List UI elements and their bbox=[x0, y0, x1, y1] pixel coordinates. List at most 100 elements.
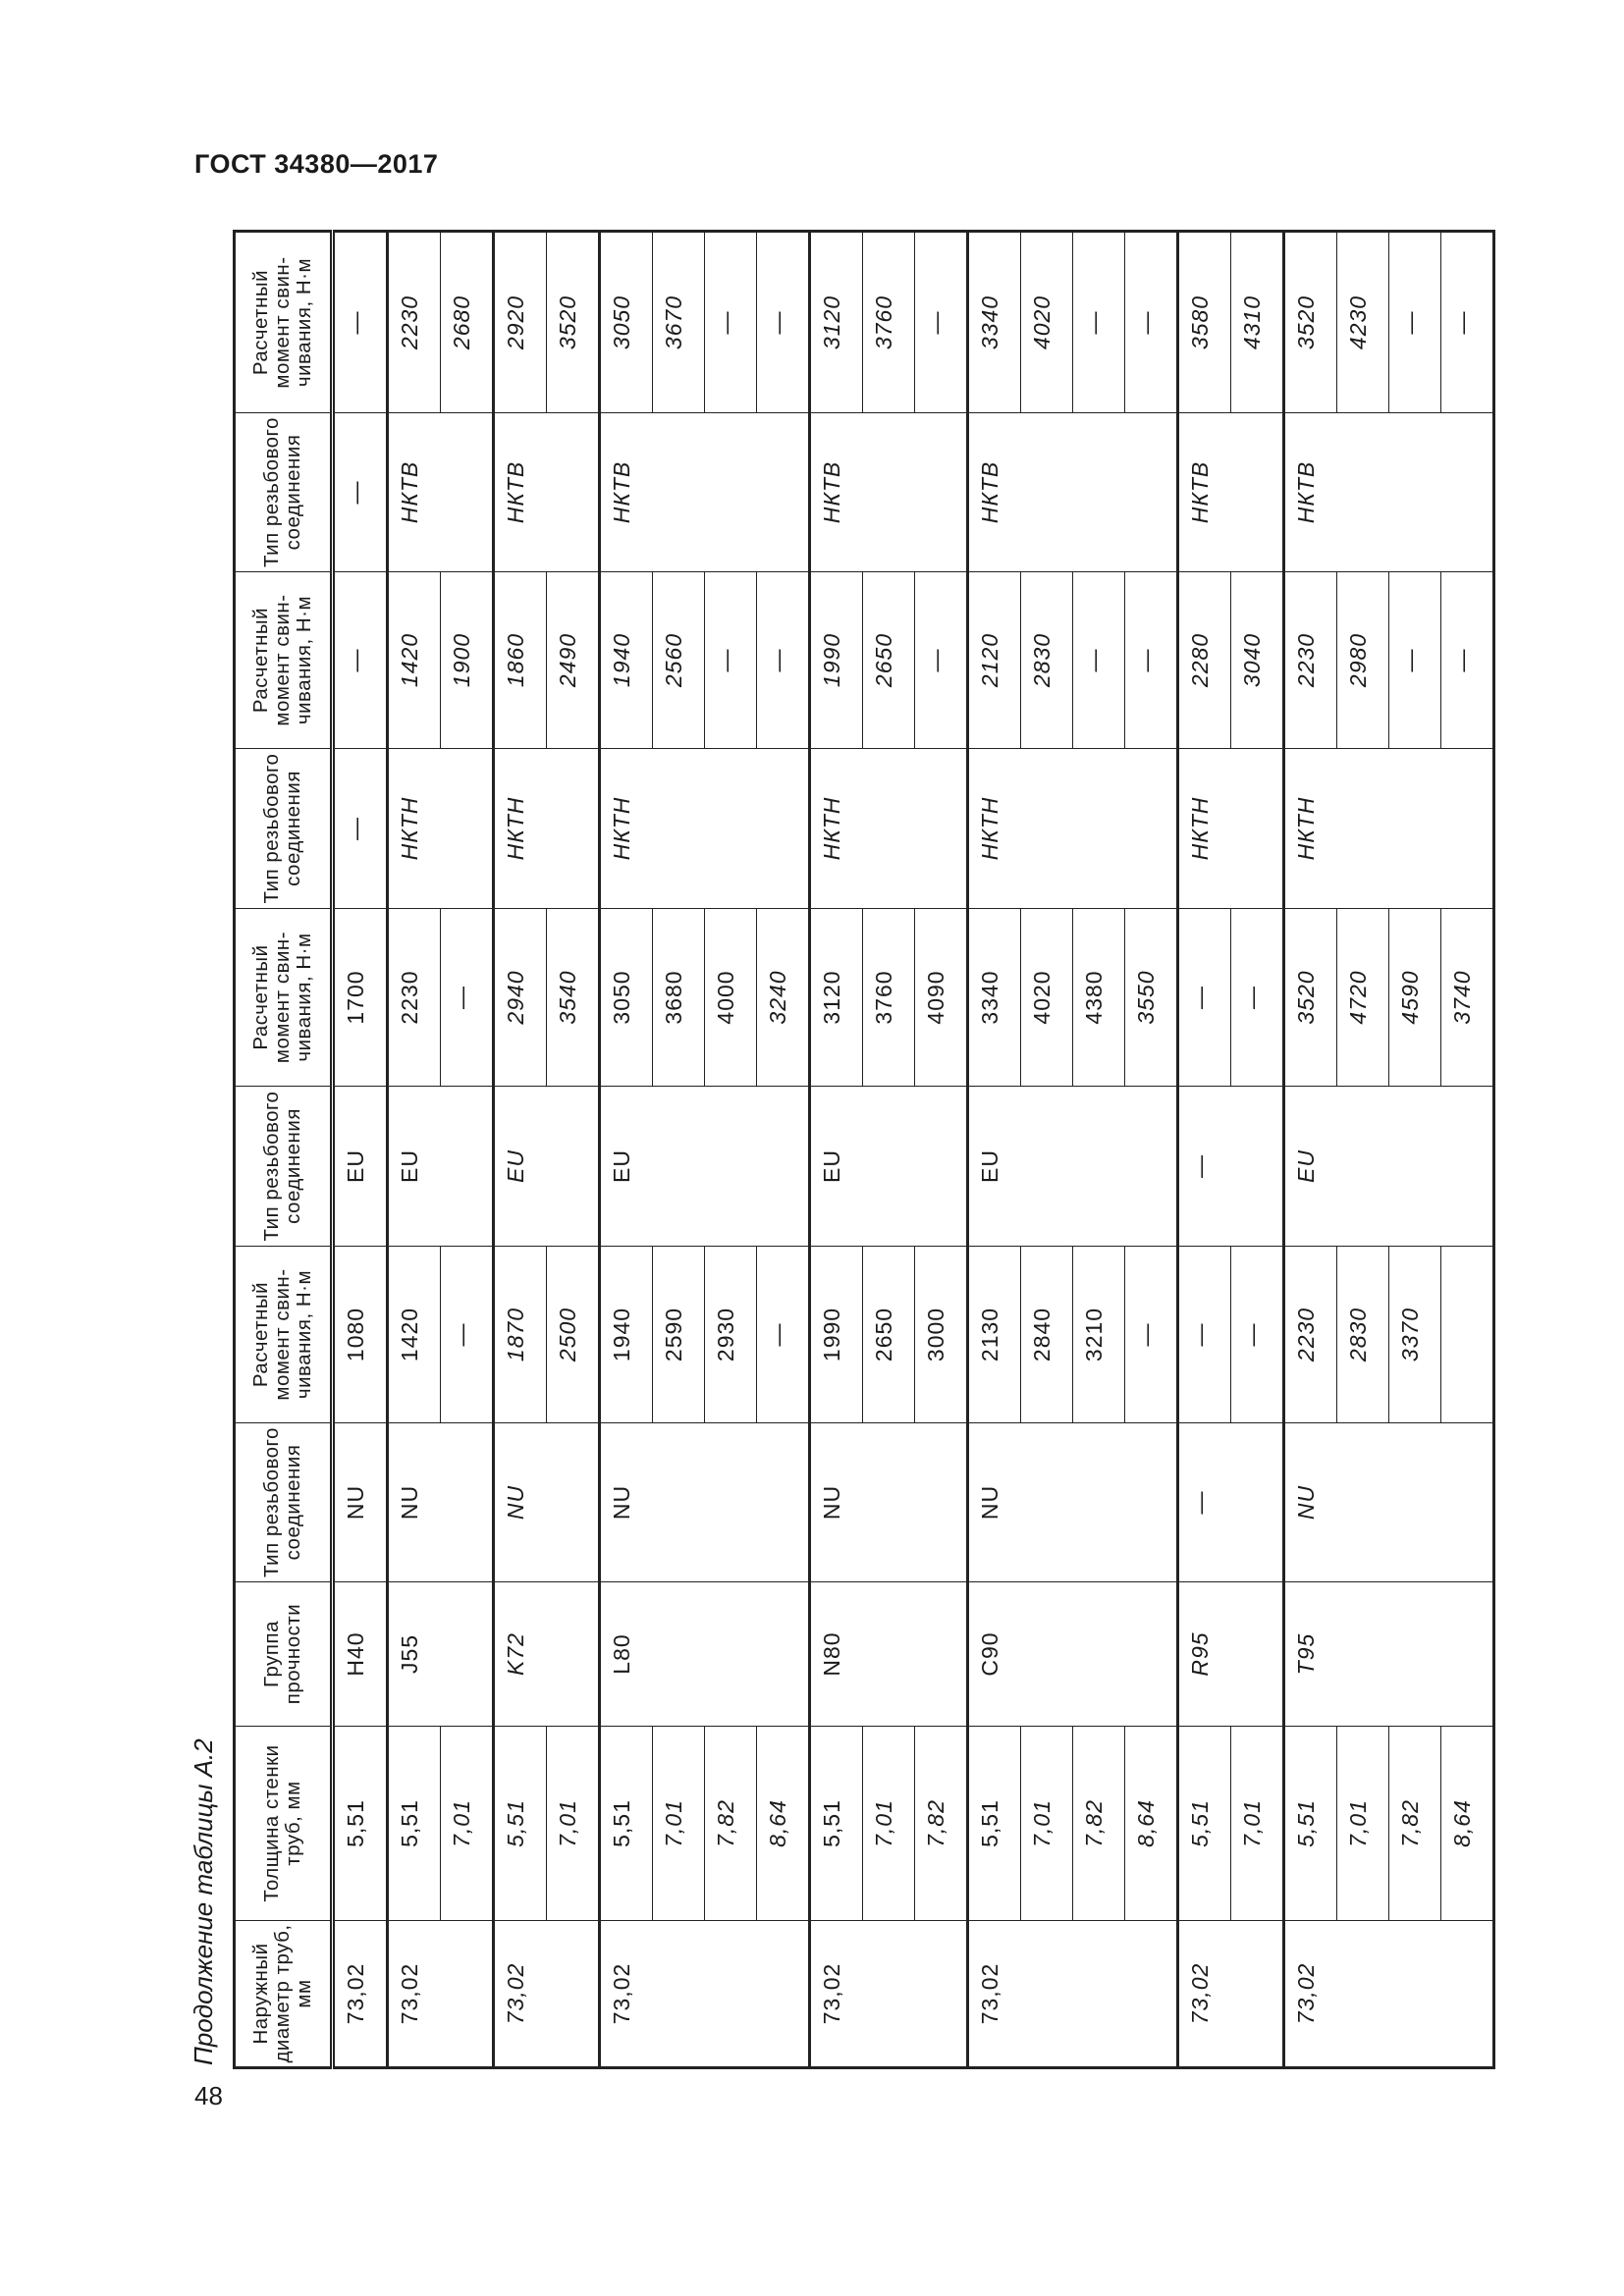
eu-type-cell: EU bbox=[599, 1086, 810, 1247]
eu-torque-cell: 3120 bbox=[809, 908, 863, 1087]
nktn-torque-cell: 2560 bbox=[652, 571, 705, 749]
eu-torque-cell: — bbox=[440, 908, 494, 1087]
nu-type-cell: NU bbox=[493, 1422, 600, 1582]
table-row: 73,02 5,51 N80 NU 1990 EU 3120 НКТН 1990 НКТВ 3120 bbox=[809, 231, 968, 2068]
nktn-torque-cell: — bbox=[1440, 571, 1494, 749]
outer-diameter-cell: 73,02 bbox=[967, 1920, 1178, 2068]
nu-torque-cell: — bbox=[1177, 1246, 1231, 1423]
nu-torque-cell: 2830 bbox=[1336, 1246, 1389, 1423]
nu-torque-cell bbox=[1440, 1246, 1494, 1423]
nu-torque-cell: 2230 bbox=[1283, 1246, 1337, 1423]
nktn-torque-cell: 1940 bbox=[599, 571, 653, 749]
nktv-torque-cell: — bbox=[914, 231, 968, 413]
nktn-torque-cell: — bbox=[756, 571, 810, 749]
nktv-torque-cell: 4020 bbox=[1020, 231, 1073, 413]
table-row: 73,02 5,51 K72 NU 1870 EU 2940 НКТН 1860 НКТВ 2920 bbox=[493, 231, 600, 2068]
nu-torque-cell: 2500 bbox=[546, 1246, 600, 1423]
nu-type-cell: NU bbox=[332, 1422, 388, 1582]
nktv-torque-cell: 3580 bbox=[1177, 231, 1231, 413]
eu-torque-cell: 3050 bbox=[599, 908, 653, 1087]
nktv-torque-cell: — bbox=[1124, 231, 1178, 413]
table-row: 73,02 5,51 C90 NU 2130 EU 3340 НКТН 2120 НКТВ 3340 bbox=[967, 231, 1178, 2068]
nktv-torque-cell: — bbox=[1440, 231, 1494, 413]
wall-thickness-cell: 7,01 bbox=[440, 1726, 494, 1921]
outer-diameter-cell: 73,02 bbox=[1283, 1920, 1494, 2068]
eu-type-cell: EU bbox=[967, 1086, 1178, 1247]
wall-thickness-cell: 5,51 bbox=[493, 1726, 547, 1921]
nu-type-cell: NU bbox=[387, 1422, 494, 1582]
nktv-torque-cell: — bbox=[756, 231, 810, 413]
table-row: 73,02 5,51 R95— — — — НКТН 2280 НКТВ 3580 bbox=[1177, 231, 1284, 2068]
nktn-type-cell: НКТН bbox=[387, 748, 494, 909]
nktn-type-cell: НКТН bbox=[599, 748, 810, 909]
table-row: 73,02 5,51 T95 NU 2230 EU 3520 НКТН 2230 НКТВ 3520 bbox=[1283, 231, 1494, 2068]
nktv-torque-cell: 2680 bbox=[440, 231, 494, 413]
eu-torque-cell: 3340 bbox=[967, 908, 1021, 1087]
nktn-torque-cell: 2980 bbox=[1336, 571, 1389, 749]
eu-torque-cell: 3740 bbox=[1440, 908, 1494, 1087]
eu-torque-cell: 3520 bbox=[1283, 908, 1337, 1087]
nu-torque-cell: 1990 bbox=[809, 1246, 863, 1423]
wall-thickness-cell: 7,82 bbox=[704, 1726, 757, 1921]
eu-torque-cell: 4000 bbox=[704, 908, 757, 1087]
eu-type-cell: EU bbox=[1283, 1086, 1494, 1247]
nktv-torque-cell: — bbox=[1072, 231, 1125, 413]
nktn-torque-cell: — bbox=[1072, 571, 1125, 749]
nktv-torque-cell: 3120 bbox=[809, 231, 863, 413]
wall-thickness-cell: 7,01 bbox=[1020, 1726, 1073, 1921]
nktn-torque-cell: — bbox=[914, 571, 968, 749]
nu-torque-cell: 3210 bbox=[1072, 1246, 1125, 1423]
nktn-type-cell: НКТН bbox=[1283, 748, 1494, 909]
nktv-torque-cell: 3050 bbox=[599, 231, 653, 413]
column-header: Группа прочности bbox=[234, 1581, 333, 1727]
outer-diameter-cell: 73,02 bbox=[493, 1920, 600, 2068]
eu-torque-cell: — bbox=[1177, 908, 1231, 1087]
wall-thickness-cell: 7,82 bbox=[1388, 1726, 1441, 1921]
wall-thickness-cell: 5,51 bbox=[967, 1726, 1021, 1921]
nu-torque-cell: 1870 bbox=[493, 1246, 547, 1423]
nktv-type-cell: НКТВ bbox=[1177, 412, 1284, 572]
eu-torque-cell: 3760 bbox=[862, 908, 915, 1087]
wall-thickness-cell: 5,51 bbox=[387, 1726, 441, 1921]
nu-torque-cell: — bbox=[756, 1246, 810, 1423]
nktv-type-cell: НКТВ bbox=[809, 412, 968, 572]
wall-thickness-cell: 5,51 bbox=[1283, 1726, 1337, 1921]
nktn-torque-cell: 1860 bbox=[493, 571, 547, 749]
nktv-torque-cell: — bbox=[704, 231, 757, 413]
table-row: 73,02 5,51 L80 NU 1940 EU 3050 НКТН 1940 НКТВ 3050 bbox=[599, 231, 810, 2068]
eu-torque-cell: 3240 bbox=[756, 908, 810, 1087]
nu-torque-cell: 1940 bbox=[599, 1246, 653, 1423]
eu-torque-cell: 4380 bbox=[1072, 908, 1125, 1087]
wall-thickness-cell: 8,64 bbox=[756, 1726, 810, 1921]
nktn-torque-cell: 2830 bbox=[1020, 571, 1073, 749]
nu-type-cell: NU bbox=[599, 1422, 810, 1582]
column-header: Тип резьбового соединения bbox=[234, 1422, 333, 1582]
nktn-type-cell: НКТН bbox=[967, 748, 1178, 909]
nktv-torque-cell: 3340 bbox=[967, 231, 1021, 413]
nktv-type-cell: НКТВ bbox=[1283, 412, 1494, 572]
column-header: Расчетный момент свин-чивания, Н·м bbox=[234, 571, 333, 749]
nu-type-cell: NU bbox=[967, 1422, 1178, 1582]
nu-torque-cell: 3000 bbox=[914, 1246, 968, 1423]
nktv-torque-cell: 3670 bbox=[652, 231, 705, 413]
nu-type-cell: — bbox=[1177, 1422, 1284, 1582]
outer-diameter-cell: 73,02 bbox=[387, 1920, 494, 2068]
nktv-torque-cell: 3520 bbox=[1283, 231, 1337, 413]
wall-thickness-cell: 5,51 bbox=[1177, 1726, 1231, 1921]
nktn-type-cell: НКТН bbox=[1177, 748, 1284, 909]
strength-grade-cell: N80 bbox=[809, 1581, 968, 1727]
column-header: Толщина стенки труб, мм bbox=[234, 1726, 333, 1921]
wall-thickness-cell: 5,51 bbox=[809, 1726, 863, 1921]
nktn-torque-cell: — bbox=[1388, 571, 1441, 749]
strength-grade-cell: C90 bbox=[967, 1581, 1178, 1727]
nu-torque-cell: — bbox=[1230, 1246, 1284, 1423]
document-title: ГОСТ 34380—2017 bbox=[194, 149, 439, 179]
eu-torque-cell: 3540 bbox=[546, 908, 600, 1087]
eu-torque-cell: 2230 bbox=[387, 908, 441, 1087]
nu-type-cell: NU bbox=[1283, 1422, 1494, 1582]
wall-thickness-cell: 7,82 bbox=[1072, 1726, 1125, 1921]
page-number: 48 bbox=[194, 2081, 223, 2110]
nktn-torque-cell: 2280 bbox=[1177, 571, 1231, 749]
nu-torque-cell: 2650 bbox=[862, 1246, 915, 1423]
column-header: Тип резьбового соединения bbox=[234, 412, 333, 572]
